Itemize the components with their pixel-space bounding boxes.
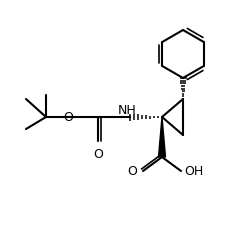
Text: NH: NH [118, 104, 136, 117]
Text: O: O [127, 165, 137, 178]
Text: O: O [93, 147, 103, 160]
Text: O: O [63, 111, 73, 124]
Polygon shape [159, 118, 165, 157]
Text: OH: OH [184, 165, 203, 178]
